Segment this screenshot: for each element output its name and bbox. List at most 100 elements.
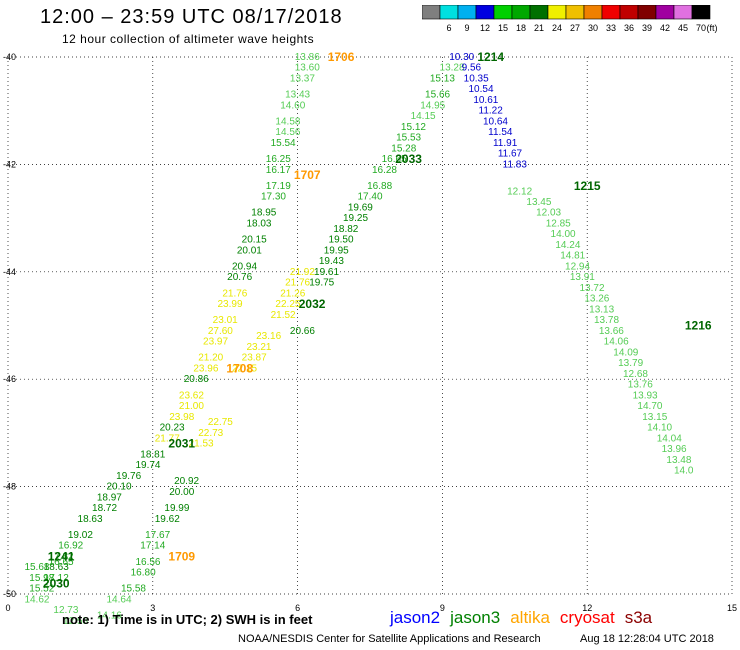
swh-data-label: 21.26 bbox=[280, 288, 305, 299]
swh-data-label: 20.10 bbox=[106, 482, 131, 493]
swh-data-label: 17.19 bbox=[266, 181, 291, 192]
swh-data-label: 20.92 bbox=[174, 476, 199, 487]
legend-label: 21 bbox=[534, 23, 544, 33]
swh-data-label: 12.68 bbox=[623, 369, 648, 380]
swh-data-label: 19.95 bbox=[324, 245, 349, 256]
x-tick-label: 15 bbox=[727, 603, 737, 613]
credit-text: NOAA/NESDIS Center for Satellite Applica… bbox=[238, 633, 541, 645]
satellite-label: s3a bbox=[624, 608, 653, 627]
swh-data-label: 13.45 bbox=[526, 197, 551, 208]
pass-id-label: 1707 bbox=[294, 168, 321, 182]
swh-data-label: 22.15 bbox=[232, 363, 257, 374]
swh-data-label: 14.15 bbox=[411, 111, 436, 122]
swh-data-label: 13.96 bbox=[662, 444, 687, 455]
swh-data-label: 23.62 bbox=[179, 390, 204, 401]
swh-data-label: 18.97 bbox=[97, 492, 122, 503]
color-legend: 6 9 12 15 18 21 24 27 30 33 36 39 42 45 70 (ft) bbox=[422, 5, 718, 33]
pass-id-label: 1215 bbox=[574, 179, 601, 193]
swh-data-label: 17.67 bbox=[145, 530, 170, 541]
swh-data-label: 15.66 bbox=[425, 90, 450, 101]
swh-data-label: 23.97 bbox=[203, 337, 228, 348]
pass-id-label: 2032 bbox=[299, 297, 326, 311]
swh-data-label: 14.24 bbox=[555, 240, 580, 251]
swh-data-label: 16.56 bbox=[135, 557, 160, 568]
swh-data-label: 14.16 bbox=[97, 610, 122, 621]
x-tick-label: 3 bbox=[150, 603, 155, 613]
swh-data-label: 18.95 bbox=[251, 208, 276, 219]
swh-data-label: 21.53 bbox=[189, 439, 214, 450]
swh-data-label: 20.76 bbox=[227, 272, 252, 283]
swh-data-label: 20.94 bbox=[232, 261, 257, 272]
legend-label: 70 bbox=[696, 23, 706, 33]
swh-data-label: 13.91 bbox=[570, 272, 595, 283]
legend-label: 27 bbox=[570, 23, 580, 33]
swh-data-label: 18.81 bbox=[140, 449, 165, 460]
swh-data-label: 19.75 bbox=[309, 278, 334, 289]
swh-data-label: 11.54 bbox=[488, 127, 513, 138]
swh-data-label: 14.70 bbox=[637, 401, 662, 412]
swh-data-label: 22.25 bbox=[275, 299, 300, 310]
y-tick-label: -42 bbox=[3, 159, 16, 169]
legend-label: 30 bbox=[588, 23, 598, 33]
swh-data-label: 23.16 bbox=[256, 331, 281, 342]
swh-data-label: 18.82 bbox=[333, 224, 358, 235]
legend-label: 39 bbox=[642, 23, 652, 33]
swh-data-label: 15.58 bbox=[121, 584, 146, 595]
swh-data-label: 16.28 bbox=[372, 165, 397, 176]
satellite-label: jason3 bbox=[450, 608, 501, 627]
swh-data-label: 14.64 bbox=[106, 594, 131, 605]
swh-data-label: 12.12 bbox=[507, 186, 532, 197]
swh-data-label: 15.54 bbox=[271, 138, 296, 149]
swh-data-label: 20.86 bbox=[184, 374, 209, 385]
swh-data-label: 12.03 bbox=[536, 208, 561, 219]
legend-label: 45 bbox=[678, 23, 688, 33]
swh-data-label: 15.53 bbox=[396, 133, 421, 144]
swh-data-label: 11.91 bbox=[493, 138, 518, 149]
swh-data-label: 13.48 bbox=[666, 455, 691, 466]
swh-data-label: 12.94 bbox=[565, 261, 590, 272]
swh-data-label: 18.63 bbox=[78, 514, 103, 525]
swh-data-label: 14.06 bbox=[604, 337, 629, 348]
swh-data-label: 18.72 bbox=[92, 503, 117, 514]
pass-id-label: 2031 bbox=[168, 437, 195, 451]
swh-data-label: 21.92 bbox=[290, 267, 315, 278]
swh-data-label: 21.52 bbox=[271, 310, 296, 321]
swh-data-label: 14.81 bbox=[560, 251, 585, 262]
swh-data-label: 16.92 bbox=[58, 541, 83, 552]
swh-data-label: 14.62 bbox=[24, 594, 49, 605]
swh-data-label: 13.79 bbox=[618, 358, 643, 369]
pass-id-label: 1214 bbox=[477, 50, 504, 64]
swh-data-label: 19.74 bbox=[135, 460, 160, 471]
swh-data-label: 13.37 bbox=[290, 73, 315, 84]
swh-data-label: 16.65 bbox=[382, 154, 407, 165]
chart-title: 12:00 – 23:59 UTC 08/17/2018 bbox=[40, 6, 343, 28]
swh-data-label: 13.76 bbox=[628, 380, 653, 391]
swh-data-label: 13.66 bbox=[599, 326, 624, 337]
swh-data-label: 23.21 bbox=[246, 342, 271, 353]
swh-data-label: 14.95 bbox=[420, 100, 445, 111]
swh-data-label: 16.65 bbox=[49, 557, 74, 568]
x-tick-label: 12 bbox=[582, 603, 592, 613]
satellite-label: cryosat bbox=[559, 608, 615, 627]
x-tick-label: 0 bbox=[5, 603, 10, 613]
swh-data-label: 13.86 bbox=[295, 52, 320, 63]
swh-data-label: 10.54 bbox=[468, 84, 493, 95]
pass-id-label: 1708 bbox=[226, 361, 253, 375]
swh-data-label: 21.20 bbox=[198, 353, 223, 364]
swh-data-label: 15.28 bbox=[391, 143, 416, 154]
swh-data-label: 21.76 bbox=[222, 288, 247, 299]
swh-data-label: 20.01 bbox=[237, 245, 262, 256]
swh-data-label: 18.63 bbox=[44, 562, 69, 573]
footer-note: note: 1) Time is in UTC; 2) SWH is in fe… bbox=[62, 612, 313, 627]
pass-id-label: 1709 bbox=[168, 549, 195, 563]
swh-data-label: 15.13 bbox=[430, 73, 455, 84]
y-tick-label: -48 bbox=[3, 482, 16, 492]
swh-data-label: 13.78 bbox=[594, 315, 619, 326]
swh-data-label: 20.00 bbox=[169, 487, 194, 498]
swh-data-label: 10.35 bbox=[464, 73, 489, 84]
swh-data-label: 20.23 bbox=[160, 423, 185, 434]
swh-data-label: 19.61 bbox=[314, 267, 339, 278]
swh-data-label: 21.76 bbox=[285, 278, 310, 289]
legend-label: 18 bbox=[516, 23, 526, 33]
swh-data-label: 14.58 bbox=[275, 116, 300, 127]
